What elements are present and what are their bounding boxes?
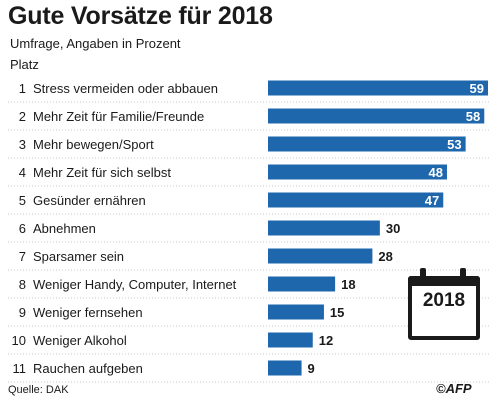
rank-label: 10 [12,333,26,348]
rank-label: 9 [19,305,26,320]
rank-label: 3 [19,137,26,152]
source-note: Quelle: DAK [8,384,69,396]
value-label: 9 [308,361,315,376]
category-label: Mehr bewegen/Sport [33,137,154,152]
category-label: Mehr Zeit für sich selbst [33,165,171,180]
category-label: Stress vermeiden oder abbauen [33,81,218,96]
value-label: 18 [341,277,355,292]
value-label: 53 [447,137,461,152]
value-label: 47 [425,193,439,208]
rank-label: 1 [19,81,26,96]
rank-label: 8 [19,277,26,292]
category-label: Weniger Alkohol [33,333,127,348]
rank-label: 2 [19,109,26,124]
rank-label: 7 [19,249,26,264]
chart-title: Gute Vorsätze für 2018 [8,2,273,30]
rank-label: 5 [19,193,26,208]
calendar-year-label: 2018 [422,290,466,311]
value-label: 48 [429,165,443,180]
bar [268,220,380,236]
bar [268,332,313,348]
bar [268,248,373,264]
value-label: 59 [470,81,484,96]
category-label: Rauchen aufgeben [33,361,143,376]
bar [268,276,336,292]
bar [268,136,466,152]
category-label: Mehr Zeit für Familie/Freunde [33,109,204,124]
rank-column-header: Platz [10,57,39,72]
rank-label: 4 [19,165,26,180]
rank-label: 11 [13,361,27,376]
category-label: Abnehmen [33,221,96,236]
value-label: 15 [330,305,344,320]
value-label: 28 [378,249,392,264]
value-label: 30 [386,221,400,236]
category-label: Gesünder ernähren [33,193,146,208]
calendar-icon: 2018 [408,268,480,340]
afp-logo: ©AFP [436,381,472,396]
bar [268,192,444,208]
bar [268,80,488,96]
chart-subtitle: Umfrage, Angaben in Prozent [10,36,181,51]
bar [268,108,485,124]
value-label: 12 [319,333,333,348]
bar [268,164,447,180]
bar [268,360,302,376]
category-label: Weniger Handy, Computer, Internet [33,277,237,292]
value-label: 58 [466,109,480,124]
bar [268,304,324,320]
rank-label: 6 [19,221,26,236]
category-label: Sparsamer sein [33,249,124,264]
category-label: Weniger fernsehen [33,305,143,320]
